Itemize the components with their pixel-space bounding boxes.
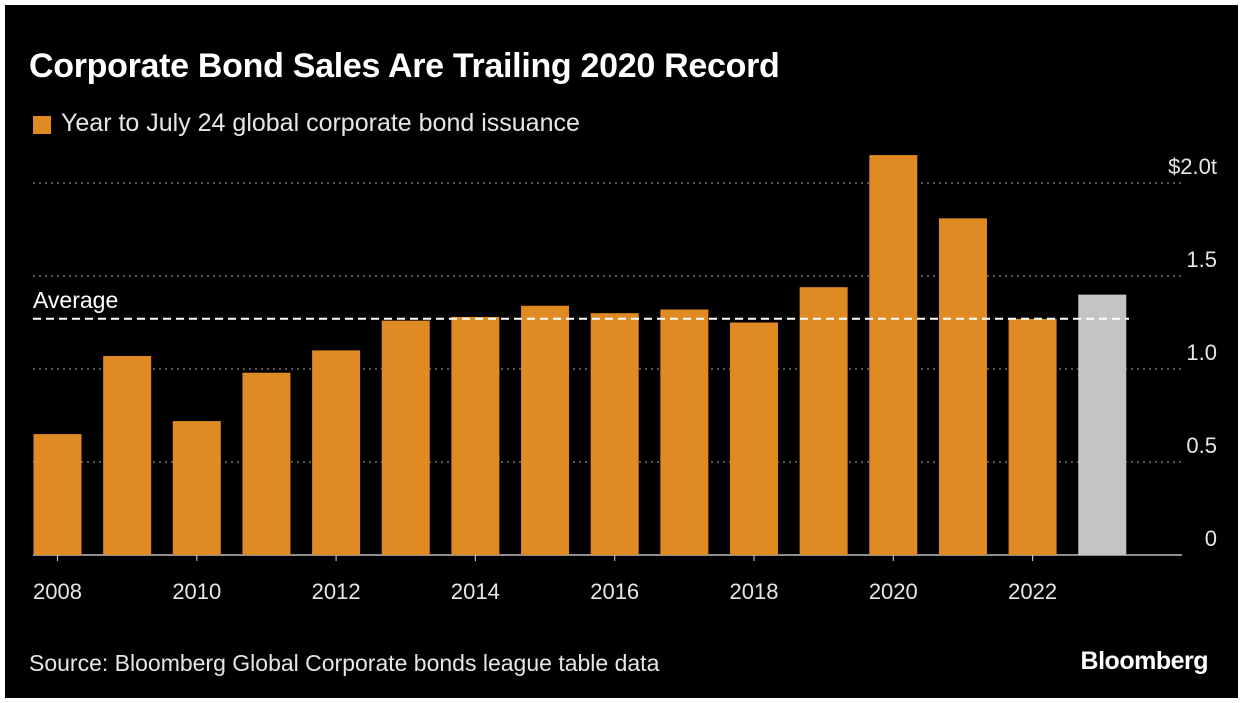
x-tick-label: 2020 bbox=[869, 579, 918, 604]
y-tick-label: $2.0t bbox=[1168, 154, 1217, 179]
legend-label: Year to July 24 global corporate bond is… bbox=[61, 109, 580, 137]
bar bbox=[242, 372, 291, 555]
bar-chart: 0 0.5 1.0 1.5 $2.0t Average 2008 2010 2012 2014 20… bbox=[33, 154, 1217, 604]
bar bbox=[869, 155, 918, 555]
source-note: Source: Bloomberg Global Corporate bonds… bbox=[29, 650, 660, 676]
chart-panel: Corporate Bond Sales Are Trailing 2020 R… bbox=[5, 5, 1238, 698]
bar bbox=[312, 350, 361, 555]
bar bbox=[33, 434, 82, 555]
y-tick-label: 1.5 bbox=[1186, 247, 1217, 272]
bar-current-year bbox=[1078, 294, 1127, 555]
x-tick-label: 2022 bbox=[1008, 579, 1057, 604]
average-label: Average bbox=[33, 287, 118, 313]
bar bbox=[590, 313, 639, 555]
y-tick-label: 0 bbox=[1205, 526, 1217, 551]
y-tick-label: 0.5 bbox=[1186, 433, 1217, 458]
legend: Year to July 24 global corporate bond is… bbox=[33, 109, 580, 138]
bar bbox=[799, 287, 848, 555]
bar bbox=[730, 322, 778, 555]
bar bbox=[521, 305, 570, 555]
bar bbox=[938, 218, 987, 555]
x-tick-label: 2018 bbox=[730, 579, 779, 604]
bar bbox=[103, 355, 152, 555]
x-tick-label: 2016 bbox=[590, 579, 639, 604]
y-tick-label: 1.0 bbox=[1186, 340, 1217, 365]
bar bbox=[660, 309, 709, 555]
chart-title: Corporate Bond Sales Are Trailing 2020 R… bbox=[29, 47, 780, 85]
x-tick-label: 2010 bbox=[172, 579, 221, 604]
legend-swatch bbox=[33, 115, 51, 134]
bar bbox=[381, 320, 430, 555]
x-tick-label: 2014 bbox=[451, 579, 500, 604]
bar bbox=[451, 316, 500, 555]
bloomberg-logo: Bloomberg bbox=[1080, 647, 1209, 675]
bar bbox=[1008, 318, 1057, 555]
x-tick-label: 2012 bbox=[312, 579, 361, 604]
bar bbox=[172, 421, 221, 555]
x-tick-label: 2008 bbox=[33, 579, 82, 604]
